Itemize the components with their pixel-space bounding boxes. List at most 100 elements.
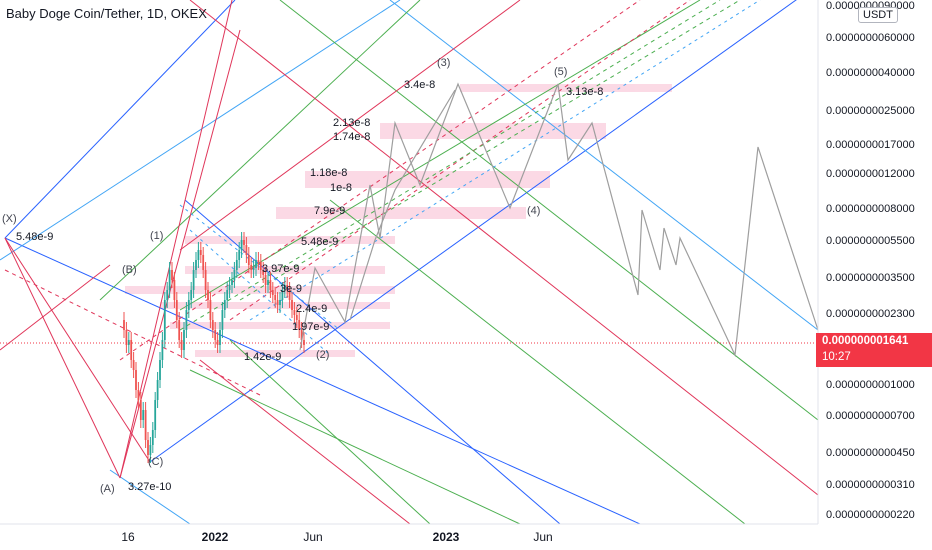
level-label: 1.42e-9	[244, 351, 281, 363]
magenta-dash-1	[119, 0, 641, 361]
currency-badge[interactable]: USDT	[858, 7, 898, 23]
candle-body	[185, 310, 188, 330]
candle-body	[247, 255, 250, 265]
level-label: 1.18e-8	[310, 167, 347, 179]
candle-body	[293, 310, 296, 315]
y-tick-label: 0.0000000017000	[826, 139, 915, 151]
candle-body	[211, 320, 214, 330]
candle-body	[219, 330, 221, 345]
candle-body	[271, 290, 274, 295]
candle-body	[202, 255, 205, 270]
zone-2-13e-8	[380, 123, 606, 139]
wave-label: (3)	[437, 57, 450, 69]
candle-body	[180, 340, 183, 350]
candle-body	[269, 280, 272, 290]
candle-body	[139, 400, 142, 420]
candle-body	[204, 270, 207, 290]
candle-body	[166, 290, 169, 300]
candle-body	[137, 390, 140, 400]
green-dash-2	[239, 0, 741, 301]
level-label: 2.4e-9	[296, 303, 327, 315]
chart-labels: (X) (A) (B) (C) (1) (2) (3) (4) (5) 5.48e-9 3.27e-…	[2, 57, 603, 495]
candle-body	[175, 300, 178, 320]
zone-5-48e-9	[185, 236, 395, 244]
y-tick-label: 0.0000000000700	[826, 410, 915, 422]
y-tick-label: 0.0000000000220	[826, 509, 915, 521]
candle-body	[216, 340, 219, 345]
candle-body	[149, 445, 152, 455]
candle-body	[199, 250, 202, 255]
candle-body	[154, 400, 157, 430]
candle-body	[190, 290, 193, 300]
candle-body	[159, 360, 161, 380]
candle-body	[245, 245, 248, 255]
candle-body	[195, 260, 197, 270]
y-tick-label: 0.0000000003500	[826, 272, 915, 284]
wave-label: (5)	[554, 66, 567, 78]
blue-dash-2	[189, 229, 331, 356]
y-tick-label: 0.0000000008000	[826, 203, 915, 215]
zone-3e-9	[125, 286, 395, 294]
candle-body	[183, 330, 185, 350]
candle-body	[276, 300, 279, 305]
candle-body	[207, 290, 209, 300]
candle-body	[281, 290, 284, 300]
light-blue-line-2	[389, 0, 818, 331]
x-tick-label: 2023	[433, 530, 460, 544]
price-axis: 0.00000000900000.00000000600000.00000000…	[817, 0, 915, 524]
candle-body	[130, 340, 133, 360]
wave-label: (1)	[150, 230, 163, 242]
level-label: 5.48e-9	[301, 236, 338, 248]
level-label: 1.74e-8	[333, 131, 370, 143]
candle-body	[161, 340, 164, 360]
candle-body	[125, 330, 128, 345]
blue-median-line	[149, 0, 797, 463]
candle-body	[288, 290, 291, 300]
candle-body	[147, 440, 149, 455]
zone-1-42e-9	[195, 350, 355, 357]
level-label: 1.97e-9	[292, 321, 329, 333]
candle-body	[142, 410, 145, 420]
blue-dash-1	[179, 204, 341, 331]
candle-body	[209, 300, 212, 320]
projection-path-1	[299, 82, 818, 358]
wave-label: (2)	[316, 349, 329, 361]
candle-body	[286, 285, 289, 290]
projection-path-2	[349, 89, 456, 321]
current-price-tag: 0.000000001641 10:27	[816, 333, 932, 367]
zone-1-97e-9	[170, 322, 390, 329]
candle-body	[233, 270, 236, 280]
wave-label: (B)	[122, 264, 137, 276]
level-label: 3.97e-9	[262, 263, 299, 275]
green-line-1	[99, 0, 421, 301]
green-line-5	[329, 199, 746, 524]
candle-body	[295, 315, 298, 320]
candle-body	[187, 300, 190, 310]
wave-label: (C)	[148, 456, 163, 468]
level-label: 1e-8	[330, 182, 352, 194]
y-tick-label: 0.0000000002300	[826, 308, 915, 320]
candle-body	[228, 285, 231, 290]
zone-3-4e-8	[460, 84, 672, 92]
candle-body	[214, 330, 217, 340]
candlesticks	[123, 232, 305, 463]
current-price-value: 0.000000001641	[822, 335, 909, 347]
time-axis: 16 2022 Jun 2023 Jun	[0, 523, 818, 544]
blue-dash-3	[249, 0, 761, 321]
candle-body	[171, 270, 173, 280]
wave-label: (4)	[527, 205, 540, 217]
candle-body	[257, 260, 260, 262]
x-tick-label: Jun	[303, 530, 322, 544]
y-tick-label: 0.0000000040000	[826, 67, 915, 79]
level-label: 2.13e-8	[333, 117, 370, 129]
light-blue-line-3	[109, 469, 191, 524]
candle-body	[291, 300, 293, 310]
candle-body	[144, 410, 147, 440]
candle-body	[274, 295, 277, 300]
y-tick-label: 0.0000000012000	[826, 168, 915, 180]
candle-body	[238, 250, 241, 260]
zone-3-97e-9	[185, 266, 385, 274]
x-tick-label: 16	[121, 530, 135, 544]
candle-body	[235, 260, 238, 270]
